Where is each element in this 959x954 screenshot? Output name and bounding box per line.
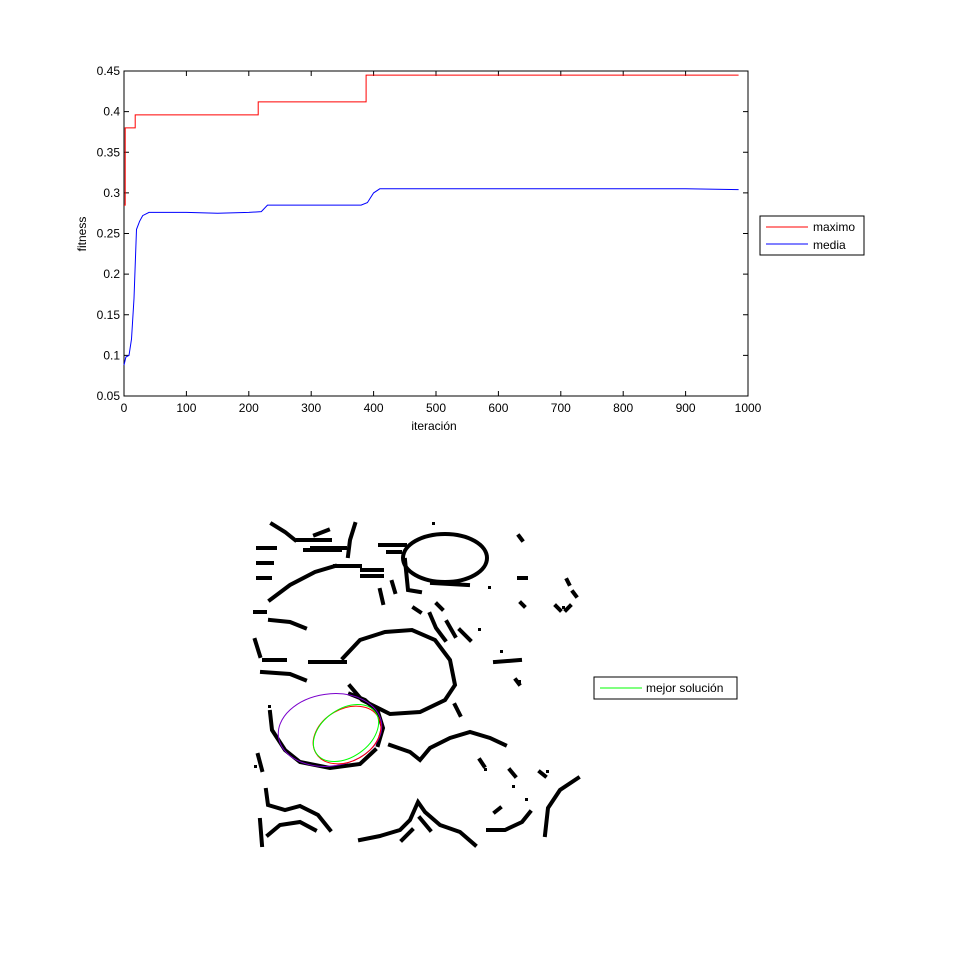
edge-segment: [310, 527, 347, 550]
edge-segment: [340, 627, 458, 717]
y-tick-label: 0.25: [97, 227, 121, 241]
x-tick-label: 400: [364, 401, 384, 415]
y-tick-label: 0.05: [97, 389, 121, 403]
edge-segment: [253, 610, 308, 631]
x-tick-label: 1000: [735, 401, 762, 415]
edge-segment: [378, 543, 407, 554]
y-tick-label: 0.1: [103, 348, 120, 362]
y-tick-label: 0.35: [97, 145, 121, 159]
edge-segment: [399, 815, 433, 843]
image-legend-box: [593, 676, 738, 700]
plot-area: [123, 70, 749, 397]
edge-segment: [542, 775, 581, 838]
y-tick-label: 0.4: [103, 105, 120, 119]
edge-segment: [333, 564, 384, 578]
edge-segment: [486, 809, 533, 832]
edge-segment: [263, 787, 333, 833]
x-tick-label: 200: [239, 401, 259, 415]
edge-segment: [357, 797, 478, 848]
y-tick-label: 0.45: [97, 64, 121, 78]
series-line-media: [123, 188, 739, 366]
x-tick-label: 500: [426, 401, 446, 415]
edge-image: [252, 521, 581, 848]
x-ticks: 0 100 200 300 400 500 600 700 800 900 1000: [121, 71, 762, 415]
edge-segment: [516, 533, 528, 609]
legend-box: [759, 215, 865, 256]
legend-label-media: media: [813, 238, 846, 252]
edge-segment: [256, 561, 274, 580]
y-tick-label: 0.2: [103, 267, 120, 281]
edge-segment: [377, 579, 398, 606]
y-ticks: 0.05 0.1 0.15 0.2 0.25 0.3 0.35 0.4 0.45: [97, 64, 748, 403]
x-tick-label: 0: [121, 401, 128, 415]
image-legend: mejor solución: [593, 676, 738, 700]
edge-segment: [252, 637, 308, 683]
overlay-ellipses: [277, 693, 383, 767]
edge-segment: [269, 521, 298, 543]
overlay-ellipse-mejor-solucion: [312, 703, 380, 763]
edge-segment: [267, 563, 338, 603]
x-tick-label: 300: [301, 401, 321, 415]
x-tick-label: 100: [176, 401, 196, 415]
legend-label-maximo: maximo: [813, 220, 855, 234]
edge-segment: [553, 577, 579, 613]
edge-segment: [402, 557, 471, 595]
edge-segment: [345, 521, 358, 559]
series-line-maximo: [124, 74, 739, 206]
fitness-chart: 0 100 200 300 400 500 600 700 800 900 1000 0.05 0.1…: [75, 64, 865, 433]
legend-label-mejor-solucion: mejor solución: [646, 681, 723, 695]
edge-segment: [427, 611, 473, 643]
x-tick-label: 900: [676, 401, 696, 415]
edge-segment: [492, 657, 523, 687]
overlay-ellipse-purple: [277, 693, 383, 767]
y-tick-label: 0.3: [103, 186, 120, 200]
legend: maximo media: [759, 215, 865, 256]
x-axis-label: iteración: [411, 419, 456, 433]
edge-segment: [411, 601, 445, 615]
edge-segment: [452, 702, 463, 718]
edge-segment: [257, 817, 265, 848]
x-tick-label: 600: [488, 401, 508, 415]
y-tick-label: 0.15: [97, 308, 121, 322]
edge-ellipse: [401, 532, 489, 584]
edge-segment: [255, 752, 265, 773]
y-axis-label: fitness: [75, 217, 89, 252]
edge-pixels: [254, 522, 565, 801]
edge-segment: [387, 729, 508, 763]
x-tick-label: 700: [551, 401, 571, 415]
edge-segment: [477, 757, 548, 815]
x-tick-label: 800: [613, 401, 633, 415]
edge-segment: [265, 819, 318, 838]
series-lines: [123, 74, 739, 366]
